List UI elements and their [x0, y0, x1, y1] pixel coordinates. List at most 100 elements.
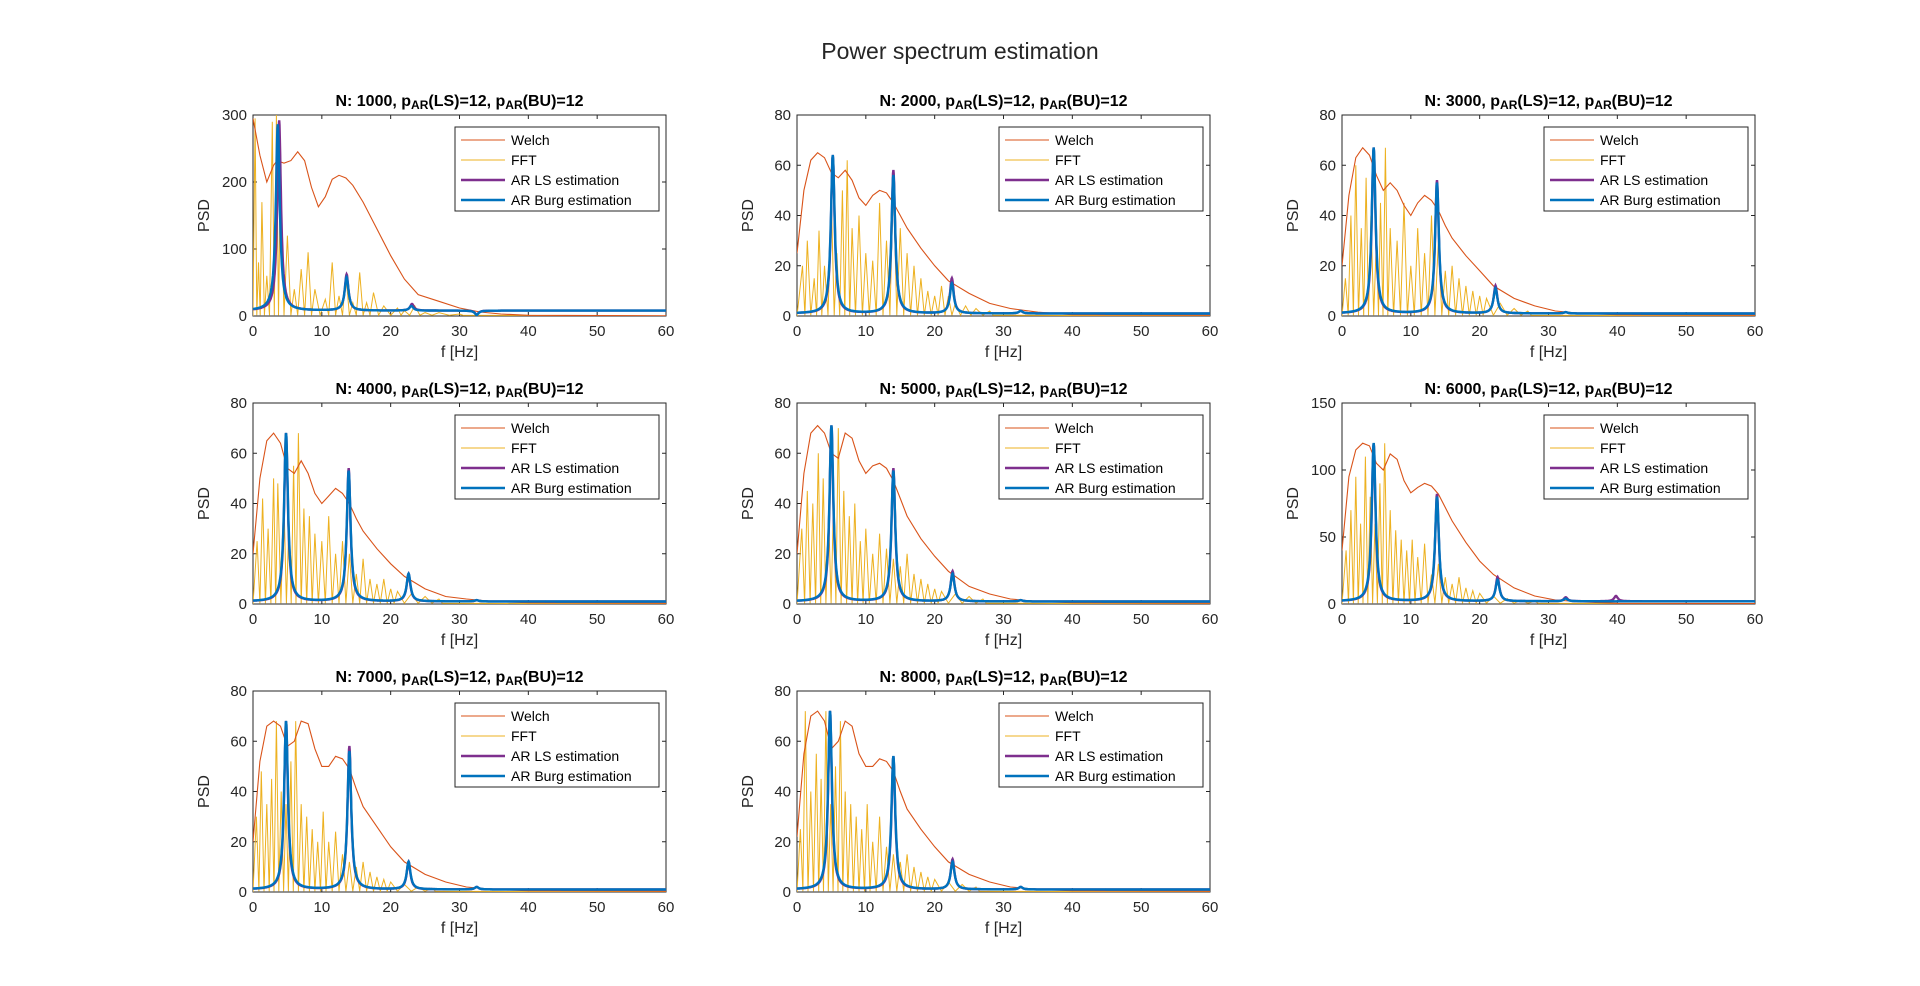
y-tick-label: 40	[774, 784, 791, 801]
legend-label-ar-ls: AR LS estimation	[511, 460, 619, 476]
y-tick-label: 100	[222, 241, 247, 258]
legend: Welch FFT AR LS estimation AR Burg estimati…	[1543, 414, 1749, 500]
x-tick-label: 60	[1202, 323, 1219, 340]
x-tick-label: 0	[249, 611, 257, 628]
x-axis-label: f [Hz]	[985, 920, 1022, 937]
title-subscript: AR	[1500, 386, 1518, 400]
y-tick-label: 40	[230, 784, 247, 801]
x-tick-label: 10	[313, 899, 330, 916]
subplot-7: 0 10 20 30 40 50 60 0 20 40 60 80 f [Hz] PSD N: 7000, …	[196, 669, 674, 937]
x-tick-label: 40	[520, 899, 537, 916]
subplot-title: N: 2000, pAR(LS)=12, pAR(BU)=12	[879, 93, 1127, 112]
subplot-6: 0 10 20 30 40 50 60 0 50 100 150 f [Hz] PSD N: 6000, …	[1285, 381, 1763, 649]
x-tick-label: 40	[1064, 323, 1081, 340]
x-tick-label: 30	[451, 899, 468, 916]
title-text-part: (LS)=12, p	[428, 381, 505, 398]
x-tick-label: 20	[382, 611, 399, 628]
legend-box	[1543, 126, 1749, 212]
legend-label-fft: FFT	[1600, 440, 1626, 456]
legend-label-ar-ls: AR LS estimation	[1055, 748, 1163, 764]
x-tick-label: 40	[1064, 611, 1081, 628]
legend-label-ar-burg: AR Burg estimation	[1055, 480, 1176, 496]
subplot-8: 0 10 20 30 40 50 60 0 20 40 60 80 f [Hz] PSD N: 8000, …	[740, 669, 1218, 937]
series-group	[797, 151, 1210, 316]
y-tick-label: 60	[230, 733, 247, 750]
legend-label-fft: FFT	[1055, 152, 1081, 168]
welch-series-line	[253, 720, 666, 892]
y-tick-label: 60	[1319, 157, 1336, 174]
y-tick-label: 0	[239, 596, 247, 613]
title-text-part: (BU)=12	[1067, 381, 1128, 398]
series-group	[1342, 442, 1755, 604]
fft-series-line	[253, 115, 666, 316]
y-tick-label: 200	[222, 174, 247, 191]
legend: Welch FFT AR LS estimation AR Burg estimati…	[454, 702, 660, 788]
series-group	[797, 710, 1210, 892]
welch-series-line	[797, 424, 1210, 604]
legend: Welch FFT AR LS estimation AR Burg estimati…	[454, 414, 660, 500]
x-tick-label: 40	[520, 323, 537, 340]
x-tick-label: 60	[1747, 611, 1764, 628]
y-axis-label: PSD	[740, 775, 757, 808]
title-subscript: AR	[1500, 98, 1518, 112]
y-axis-label: PSD	[740, 487, 757, 520]
welch-series-line	[797, 151, 1210, 316]
x-axis-label: f [Hz]	[441, 920, 478, 937]
legend-box	[454, 702, 660, 788]
title-text-part: N: 8000, p	[879, 669, 955, 686]
series-group	[797, 424, 1210, 604]
welch-series-line	[253, 432, 666, 604]
y-tick-label: 80	[230, 395, 247, 412]
title-text-part: (LS)=12, p	[428, 669, 505, 686]
title-text-part: N: 5000, p	[879, 381, 955, 398]
title-subscript: AR	[1594, 386, 1612, 400]
x-axis-label: f [Hz]	[985, 344, 1022, 361]
legend-label-fft: FFT	[1055, 440, 1081, 456]
x-tick-label: 30	[451, 323, 468, 340]
ar-burg-series-line	[253, 432, 666, 603]
legend-label-ar-ls: AR LS estimation	[1055, 172, 1163, 188]
y-tick-label: 20	[1319, 258, 1336, 275]
legend-label-welch: Welch	[1600, 420, 1639, 436]
x-tick-label: 30	[995, 611, 1012, 628]
subplot-title: N: 3000, pAR(LS)=12, pAR(BU)=12	[1424, 93, 1672, 112]
legend-label-ar-burg: AR Burg estimation	[511, 192, 632, 208]
x-tick-label: 10	[1402, 611, 1419, 628]
title-text-part: N: 6000, p	[1424, 381, 1500, 398]
legend-label-welch: Welch	[511, 420, 550, 436]
legend-label-fft: FFT	[511, 728, 537, 744]
title-text-part: (LS)=12, p	[972, 381, 1049, 398]
x-tick-label: 50	[1133, 899, 1150, 916]
y-tick-label: 0	[783, 884, 791, 901]
y-tick-label: 0	[239, 308, 247, 325]
x-tick-label: 0	[793, 611, 801, 628]
subplot-1: 0 10 20 30 40 50 60 0 100 200 300 f [Hz] PSD N: 1000,…	[196, 93, 674, 361]
legend-label-welch: Welch	[1055, 708, 1094, 724]
legend-label-fft: FFT	[1600, 152, 1626, 168]
welch-series-line	[797, 710, 1210, 892]
x-axis-label: f [Hz]	[441, 344, 478, 361]
legend-label-welch: Welch	[511, 708, 550, 724]
subplot-2: 0 10 20 30 40 50 60 0 20 40 60 80 f [Hz] PSD N: 2000, …	[740, 93, 1218, 361]
x-tick-label: 20	[382, 323, 399, 340]
legend-label-ar-burg: AR Burg estimation	[511, 768, 632, 784]
x-tick-label: 40	[1064, 899, 1081, 916]
legend-label-fft: FFT	[511, 440, 537, 456]
title-subscript: AR	[505, 98, 523, 112]
title-subscript: AR	[411, 386, 429, 400]
y-tick-label: 300	[222, 107, 247, 124]
y-axis-label: PSD	[196, 775, 213, 808]
subplot-title: N: 4000, pAR(LS)=12, pAR(BU)=12	[335, 381, 583, 400]
y-tick-label: 80	[774, 683, 791, 700]
legend: Welch FFT AR LS estimation AR Burg estimati…	[998, 414, 1204, 500]
y-axis-label: PSD	[1285, 199, 1302, 232]
y-tick-label: 80	[230, 683, 247, 700]
title-subscript: AR	[1049, 98, 1067, 112]
legend-box	[454, 126, 660, 212]
y-tick-label: 60	[774, 733, 791, 750]
y-tick-label: 20	[774, 258, 791, 275]
title-subscript: AR	[411, 98, 429, 112]
title-text-part: N: 4000, p	[335, 381, 411, 398]
subplot-4: 0 10 20 30 40 50 60 0 20 40 60 80 f [Hz] PSD N: 4000, …	[196, 381, 674, 649]
